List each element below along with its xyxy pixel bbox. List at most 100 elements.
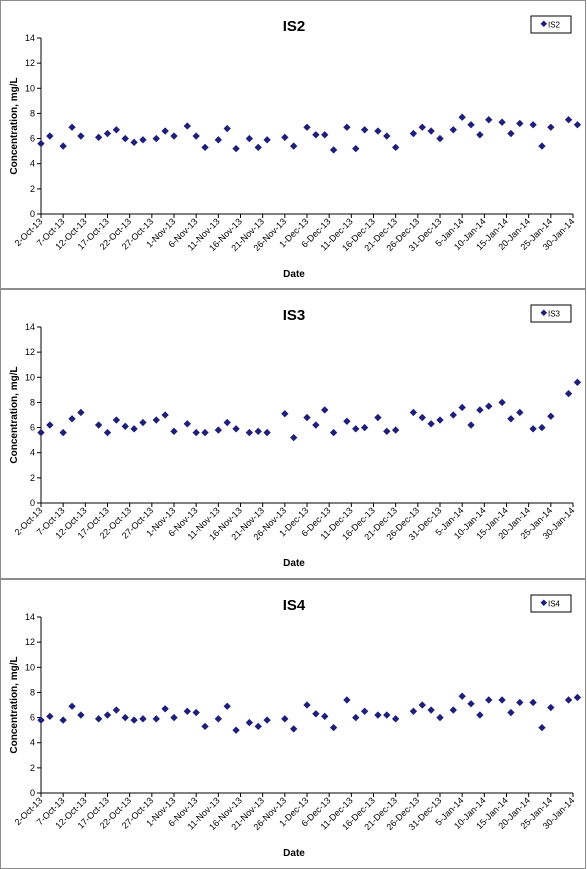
data-point: [391, 715, 400, 723]
data-point: [103, 428, 112, 437]
data-point: [329, 723, 338, 732]
legend-box: [530, 304, 572, 323]
y-tick-label: 2: [30, 473, 35, 483]
data-point: [130, 716, 138, 724]
data-point: [152, 134, 160, 143]
data-point: [427, 420, 435, 428]
y-tick-label: 2: [30, 763, 35, 773]
data-point: [374, 711, 382, 719]
y-tick-label: 6: [30, 134, 35, 144]
data-point: [263, 136, 271, 144]
chart-is3: IS3 IS3024681012142-Oct-137-Oct-1312-Oct-…: [9, 304, 582, 569]
data-point: [121, 134, 129, 143]
data-point: [46, 132, 54, 140]
y-tick-label: 2: [30, 184, 35, 194]
data-point: [573, 693, 582, 702]
data-point: [183, 707, 191, 715]
series-is4: [37, 692, 582, 734]
y-tick-label: 0: [30, 498, 35, 508]
data-point: [170, 427, 178, 436]
data-point: [564, 116, 573, 124]
data-point: [103, 129, 112, 138]
y-tick-label: 10: [25, 662, 35, 672]
data-point: [232, 144, 240, 153]
data-point: [223, 702, 231, 710]
data-point: [303, 701, 311, 709]
data-point: [183, 420, 191, 428]
data-point: [152, 416, 160, 424]
data-point: [245, 718, 254, 727]
legend-box: [530, 594, 572, 613]
data-point: [94, 715, 103, 723]
y-tick-label: 0: [30, 209, 35, 219]
y-tick-label: 14: [25, 33, 35, 43]
data-point: [139, 418, 147, 427]
data-point: [352, 144, 360, 153]
data-point: [201, 428, 209, 437]
data-point: [360, 423, 369, 432]
data-point: [458, 403, 466, 412]
data-point: [94, 421, 103, 429]
y-axis-label: Concentration, mg/L: [9, 656, 20, 753]
data-point: [68, 702, 76, 710]
data-point: [383, 132, 391, 140]
data-point: [232, 726, 240, 734]
data-point: [223, 418, 231, 427]
data-point: [538, 723, 546, 732]
data-point: [290, 433, 298, 442]
y-tick-label: 14: [25, 322, 35, 332]
data-point: [112, 416, 121, 424]
data-point: [516, 698, 524, 707]
x-axis-label: Date: [283, 269, 305, 280]
data-point: [343, 417, 351, 425]
data-point: [201, 143, 209, 152]
data-point: [321, 712, 329, 720]
data-point: [476, 131, 484, 139]
data-point: [498, 118, 506, 126]
data-point: [77, 711, 85, 719]
data-point: [418, 123, 426, 131]
data-point: [418, 413, 426, 422]
data-point: [485, 696, 493, 704]
data-point: [290, 142, 298, 150]
data-point: [360, 707, 369, 715]
data-point: [281, 133, 289, 141]
data-point: [467, 700, 475, 708]
data-point: [303, 413, 311, 422]
data-point: [112, 126, 121, 134]
data-point: [232, 425, 240, 433]
data-point: [436, 416, 444, 424]
data-point: [214, 426, 223, 434]
y-tick-label: 14: [25, 612, 35, 622]
data-point: [516, 408, 524, 417]
y-axis-label: Concentration, mg/L: [9, 366, 20, 463]
data-point: [312, 131, 320, 139]
data-point: [538, 423, 546, 432]
legend-label: IS3: [548, 310, 561, 319]
data-point: [303, 123, 311, 131]
data-point: [214, 715, 223, 723]
data-point: [329, 146, 338, 154]
data-point: [352, 425, 360, 433]
y-tick-label: 6: [30, 713, 35, 723]
data-point: [458, 692, 466, 700]
data-point: [573, 378, 582, 386]
y-tick-label: 12: [25, 637, 35, 647]
x-axis-label: Date: [283, 558, 305, 569]
data-point: [223, 124, 231, 133]
data-point: [529, 425, 537, 433]
data-point: [161, 127, 169, 135]
data-point: [245, 134, 254, 143]
data-point: [529, 698, 537, 707]
data-point: [245, 428, 254, 437]
data-point: [214, 136, 223, 144]
data-point: [130, 138, 138, 147]
data-point: [139, 715, 147, 723]
data-point: [564, 389, 573, 398]
y-tick-label: 6: [30, 423, 35, 433]
y-tick-label: 10: [25, 372, 35, 382]
data-point: [409, 129, 418, 138]
y-tick-label: 4: [30, 738, 35, 748]
data-point: [161, 411, 169, 419]
data-point: [467, 421, 475, 429]
